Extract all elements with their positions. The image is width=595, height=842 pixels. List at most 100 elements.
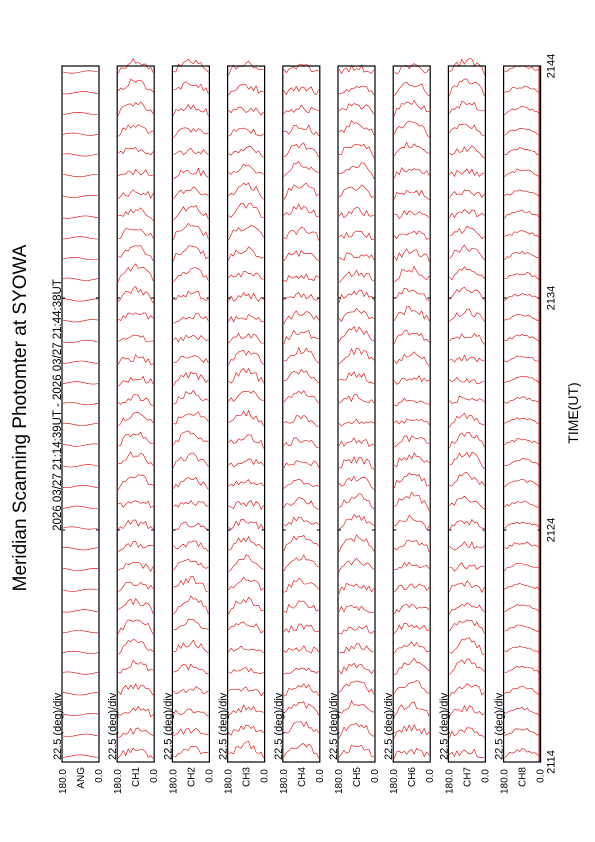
- panel-frame: [116, 65, 155, 763]
- trace-line: [118, 561, 154, 573]
- trace-line: [283, 667, 320, 675]
- panel-ch1: 22.5 (deg)/div 180.0 0.0 CH1: [107, 57, 160, 794]
- trace-line: [338, 143, 375, 159]
- trace-line: [393, 329, 430, 345]
- trace-line: [62, 588, 99, 592]
- trace-line: [393, 679, 430, 694]
- trace-line: [283, 368, 320, 384]
- trace-line: [504, 603, 540, 612]
- trace-line: [228, 741, 264, 759]
- trace-line: [283, 577, 320, 593]
- y-tick-label-min: 0.0: [315, 769, 326, 783]
- trace-line: [283, 273, 319, 282]
- trace-line: [117, 519, 154, 530]
- panel-traces: [338, 64, 375, 758]
- panel-frame: [171, 65, 210, 763]
- panel-group: 22.5 (deg)/div 180.0 0.0 ANG 22.5 (deg)/div 1…: [52, 57, 547, 794]
- trace-line: [338, 64, 375, 75]
- trace-line: [62, 194, 99, 198]
- trace-line: [283, 534, 320, 552]
- trace-line: [228, 554, 264, 573]
- trace-line: [393, 166, 430, 179]
- trace-line: [117, 619, 154, 635]
- trace-line: [228, 163, 264, 175]
- trace-line: [228, 224, 264, 241]
- trace-line: [338, 662, 375, 675]
- trace-line: [338, 269, 375, 283]
- panel-ch3: 22.5 (deg)/div 180.0 0.0 CH3: [218, 60, 271, 794]
- panel-ch8: 22.5 (deg)/div 180.0 0.0 CH8: [494, 65, 547, 794]
- trace-line: [338, 162, 375, 180]
- trace-line: [504, 706, 540, 716]
- panel-channel-label: CH6: [407, 767, 418, 787]
- trace-line: [393, 641, 430, 654]
- trace-line: [118, 245, 154, 261]
- y-tick-label-max: 180.0: [334, 769, 345, 794]
- x-axis-label: TIME(UT): [565, 382, 581, 443]
- trace-line: [173, 355, 209, 364]
- trace-line: [117, 683, 154, 696]
- trace-line: [338, 230, 374, 240]
- trace-line: [118, 705, 154, 718]
- trace-line: [62, 298, 99, 302]
- panel-scale-label: 22.5 (deg)/div: [162, 692, 174, 760]
- trace-line: [228, 83, 264, 96]
- trace-line: [449, 602, 485, 615]
- trace-line: [283, 743, 320, 759]
- trace-line: [449, 244, 485, 261]
- trace-line: [173, 727, 209, 737]
- trace-line: [338, 184, 375, 199]
- y-tick-label-min: 0.0: [149, 769, 160, 783]
- trace-line: [338, 582, 375, 594]
- trace-line: [338, 418, 375, 427]
- trace-line: [504, 230, 540, 238]
- trace-line: [449, 541, 485, 551]
- trace-line: [394, 63, 430, 75]
- trace-line: [62, 733, 99, 737]
- trace-line: [62, 360, 99, 364]
- trace-line: [283, 623, 319, 633]
- trace-line: [228, 127, 264, 137]
- trace-line: [283, 161, 319, 177]
- trace-line: [228, 332, 264, 344]
- chart-title: Meridian Scanning Photomter at SYOWA: [10, 244, 31, 591]
- trace-line: [449, 705, 485, 716]
- trace-line: [504, 250, 540, 260]
- trace-line: [173, 204, 209, 221]
- trace-line: [338, 437, 375, 447]
- trace-line: [228, 106, 264, 116]
- trace-line: [449, 412, 485, 428]
- trace-line: [62, 505, 99, 509]
- trace-line: [62, 236, 98, 240]
- trace-line: [504, 355, 540, 363]
- trace-line: [173, 663, 209, 675]
- trace-line: [449, 637, 485, 656]
- trace-line: [62, 547, 99, 551]
- trace-line: [62, 174, 98, 178]
- trace-line: [62, 692, 99, 696]
- y-tick-label-max: 180.0: [500, 769, 511, 794]
- trace-line: [118, 146, 154, 156]
- trace-line: [394, 491, 430, 511]
- panel-scale-label: 22.5 (deg)/div: [383, 692, 395, 760]
- trace-line: [173, 686, 209, 695]
- trace-line: [504, 562, 540, 572]
- panel-scale-label: 22.5 (deg)/div: [438, 692, 450, 760]
- trace-line: [449, 308, 485, 322]
- trace-line: [338, 326, 375, 342]
- y-tick-label-min: 0.0: [536, 769, 547, 783]
- trace-line: [228, 596, 264, 615]
- trace-line: [449, 78, 485, 97]
- y-tick-label-max: 180.0: [389, 769, 400, 794]
- trace-line: [62, 153, 99, 157]
- y-tick-label-min: 0.0: [425, 769, 436, 783]
- trace-line: [283, 516, 319, 527]
- trace-line: [228, 667, 264, 675]
- trace-line: [394, 657, 430, 676]
- panel-channel-label: CH2: [186, 767, 197, 787]
- trace-line: [283, 292, 319, 301]
- panel-channel-label: CH8: [518, 767, 529, 787]
- trace-line: [338, 643, 375, 654]
- trace-line: [283, 182, 319, 200]
- trace-line: [62, 630, 98, 634]
